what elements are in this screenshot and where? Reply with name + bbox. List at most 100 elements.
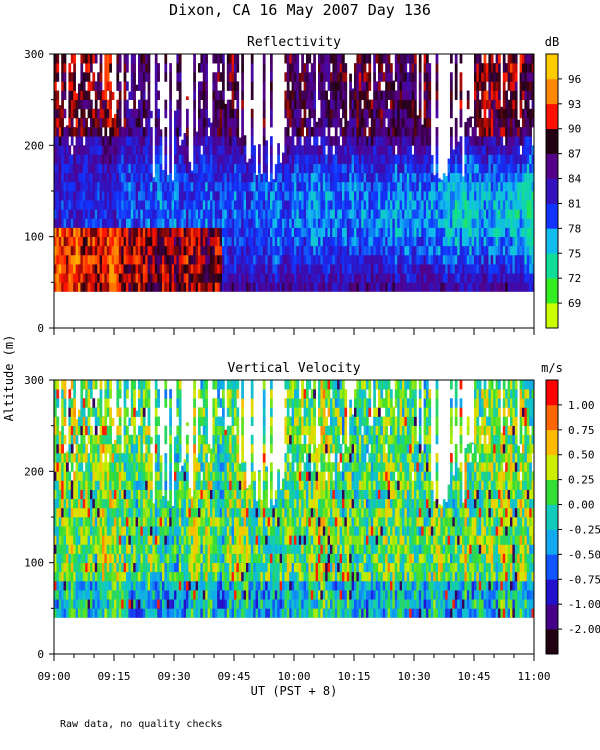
heatmap-cell xyxy=(70,200,74,210)
heatmap-cell xyxy=(68,407,72,417)
heatmap-cell xyxy=(106,54,110,64)
heatmap-cell xyxy=(174,145,177,155)
heatmap-cell xyxy=(147,200,151,210)
heatmap-cell xyxy=(262,254,266,265)
heatmap-cell xyxy=(181,218,184,228)
heatmap-cell xyxy=(135,218,139,228)
heatmap-cell xyxy=(303,254,307,265)
heatmap-cell xyxy=(411,99,415,110)
heatmap-cell xyxy=(195,236,199,247)
heatmap-cell xyxy=(459,227,463,238)
heatmap-cell xyxy=(114,209,117,219)
heatmap-cell xyxy=(378,218,381,228)
heatmap-cell xyxy=(296,99,300,110)
heatmap-cell xyxy=(277,236,280,247)
heatmap-cell xyxy=(73,236,76,247)
heatmap-cell xyxy=(529,245,532,256)
heatmap-cell xyxy=(150,200,153,210)
heatmap-cell xyxy=(145,163,148,174)
heatmap-cell xyxy=(476,264,480,274)
heatmap-cell xyxy=(106,264,110,274)
heatmap-cell xyxy=(416,181,420,192)
heatmap-cell xyxy=(481,209,484,219)
heatmap-cell xyxy=(94,590,98,600)
heatmap-cell xyxy=(471,145,475,155)
heatmap-cell xyxy=(68,117,72,128)
heatmap-cell xyxy=(457,200,460,210)
heatmap-cell xyxy=(406,245,410,256)
heatmap-cell xyxy=(87,136,91,146)
heatmap-cell xyxy=(447,209,451,219)
heatmap-cell xyxy=(366,282,369,292)
heatmap-cell xyxy=(334,218,338,228)
heatmap-cell xyxy=(286,145,290,155)
heatmap-cell xyxy=(478,236,482,247)
heatmap-cell xyxy=(164,72,168,82)
heatmap-cell xyxy=(423,282,427,292)
heatmap-cell xyxy=(351,254,355,265)
heatmap-cell xyxy=(222,127,225,137)
heatmap-cell xyxy=(397,218,400,228)
heatmap-cell xyxy=(133,191,136,201)
heatmap-cell xyxy=(104,117,108,128)
heatmap-cell xyxy=(375,163,379,174)
heatmap-cell xyxy=(354,72,357,82)
heatmap-cell xyxy=(361,163,364,174)
heatmap-cell xyxy=(147,218,151,228)
heatmap-cell xyxy=(267,227,271,238)
heatmap-cell xyxy=(128,136,132,146)
heatmap-cell xyxy=(313,264,316,274)
heatmap-cell xyxy=(339,282,343,292)
heatmap-cell xyxy=(330,264,333,274)
heatmap-cell xyxy=(411,63,415,73)
heatmap-cell xyxy=(457,154,460,164)
heatmap-cell xyxy=(66,451,69,454)
heatmap-cell xyxy=(171,209,175,219)
heatmap-cell xyxy=(418,127,422,137)
heatmap-cell xyxy=(54,608,57,618)
heatmap-cell xyxy=(166,218,170,228)
heatmap-cell xyxy=(200,209,204,219)
heatmap-cell xyxy=(363,282,367,292)
heatmap-cell xyxy=(205,145,208,155)
heatmap-cell xyxy=(505,127,508,137)
heatmap-cell xyxy=(351,282,355,292)
heatmap-cell xyxy=(488,145,492,155)
heatmap-cell xyxy=(505,145,508,155)
heatmap-cell xyxy=(531,200,534,210)
heatmap-cell xyxy=(150,163,153,174)
heatmap-cell xyxy=(368,54,372,64)
heatmap-cell xyxy=(409,81,412,91)
heatmap-cell xyxy=(260,191,264,201)
heatmap-cell xyxy=(63,264,67,274)
heatmap-cell xyxy=(486,99,489,110)
heatmap-cell xyxy=(435,200,439,210)
heatmap-cell xyxy=(282,200,285,210)
heatmap-cell xyxy=(298,227,302,238)
heatmap-cell xyxy=(334,90,338,101)
heatmap-cell xyxy=(315,121,319,128)
heatmap-cell xyxy=(198,218,201,228)
heatmap-cell xyxy=(286,127,290,137)
heatmap-cell xyxy=(90,608,93,618)
heatmap-cell xyxy=(186,96,189,101)
heatmap-cell xyxy=(169,163,172,174)
heatmap-cell xyxy=(73,562,76,573)
heatmap-cell xyxy=(82,453,86,463)
heatmap-cell xyxy=(231,218,235,228)
heatmap-cell xyxy=(82,54,86,64)
heatmap-cell xyxy=(310,254,314,265)
heatmap-cell xyxy=(526,145,530,155)
heatmap-cell xyxy=(342,81,345,91)
heatmap-cell xyxy=(241,127,244,137)
heatmap-cell xyxy=(418,72,422,82)
colorbar-label: 72 xyxy=(568,272,581,285)
heatmap-cell xyxy=(344,72,348,82)
heatmap-cell xyxy=(478,264,482,274)
heatmap-cell xyxy=(82,99,86,110)
heatmap-cell xyxy=(70,172,74,183)
heatmap-cell xyxy=(498,154,501,164)
heatmap-cell xyxy=(90,273,93,283)
heatmap-cell xyxy=(70,498,74,509)
heatmap-cell xyxy=(392,191,396,201)
